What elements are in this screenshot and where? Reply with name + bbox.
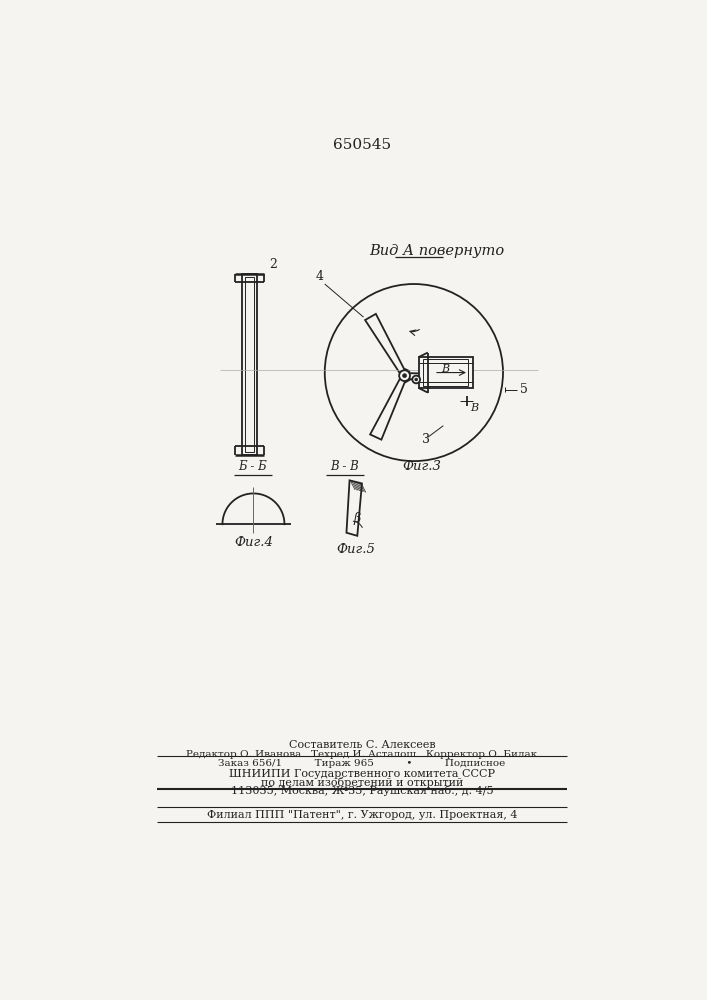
Text: 2: 2 [269, 258, 277, 271]
Text: 113035, Москва, Ж-35, Раушская наб., д. 4/5: 113035, Москва, Ж-35, Раушская наб., д. … [230, 785, 493, 796]
Text: Вид А повернуто: Вид А повернуто [370, 244, 505, 258]
Text: 3: 3 [422, 433, 431, 446]
Circle shape [399, 370, 410, 381]
Text: В: В [442, 364, 450, 374]
Text: Фиг.4: Фиг.4 [234, 536, 273, 549]
Text: В - В: В - В [329, 460, 358, 473]
Text: Фиг.5: Фиг.5 [337, 543, 375, 556]
Text: 5: 5 [520, 383, 528, 396]
Bar [245, 277, 255, 452]
Text: Заказ 656/1          Тираж 965          •          Подписное: Заказ 656/1 Тираж 965 • Подписное [218, 759, 506, 768]
Text: Редактор О. Иванова   Техред И. Асталош   Корректор О. Билак: Редактор О. Иванова Техред И. Асталош Ко… [187, 750, 537, 759]
Text: по делам изобретений и открытий: по делам изобретений и открытий [261, 777, 463, 788]
Text: Составитель С. Алексеев: Составитель С. Алексеев [288, 740, 436, 750]
Text: В: В [469, 403, 478, 413]
Bar [242, 274, 257, 455]
Text: Филиал ППП "Патент", г. Ужгород, ул. Проектная, 4: Филиал ППП "Патент", г. Ужгород, ул. Про… [206, 810, 518, 820]
Bar [419, 357, 473, 388]
Text: Б - Б: Б - Б [238, 460, 267, 473]
Circle shape [403, 374, 407, 378]
Text: β: β [354, 512, 361, 525]
Text: Фиг.3: Фиг.3 [402, 460, 441, 473]
Text: 4: 4 [315, 270, 323, 283]
Circle shape [415, 378, 418, 381]
Text: 650545: 650545 [333, 138, 391, 152]
Circle shape [412, 376, 420, 383]
Bar [423, 359, 468, 386]
Text: ШНИИПИ Государственного комитета СССР: ШНИИПИ Государственного комитета СССР [229, 769, 495, 779]
